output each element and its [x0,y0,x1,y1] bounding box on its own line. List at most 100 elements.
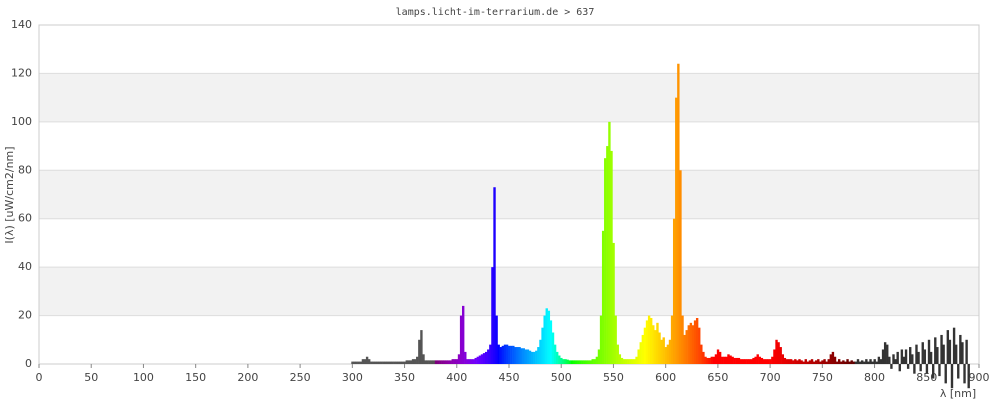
spectrum-bar [593,359,596,364]
spectrum-bar [808,360,812,364]
spectrum-bar [752,357,755,364]
spectrum-bar [925,364,929,374]
spectrum-bar [906,364,910,369]
spectrum-bar [954,344,958,364]
spectrum-bar [771,356,774,364]
spectrum-bar [553,344,557,364]
spectrum-bar [428,360,431,364]
x-tick-label: 800 [864,371,885,384]
spectrum-bar [445,360,448,364]
spectrum-bar [397,361,400,364]
spectrum-bar [952,327,956,364]
spectrum-bar [729,355,732,364]
spectrum-bar [904,349,908,364]
spectrum-bar [568,360,571,364]
spectrum-bar [468,359,471,364]
spectrum-bar [539,339,542,364]
spectrum-bar [368,359,371,364]
spectrum-bar [662,337,665,364]
spectrum-bar [950,364,954,389]
spectrum-bar [507,345,511,364]
spectrum-bar [710,356,713,364]
x-tick-label: 600 [655,371,676,384]
spectrum-bar [798,359,801,364]
spectrum-bar [413,359,417,364]
spectrum-bar [706,357,709,364]
spectrum-bar [635,356,638,364]
spectrum-bar [464,351,467,364]
spectrum-bar [514,347,517,364]
spectrum-bar [530,351,534,364]
spectrum-bar [810,359,814,364]
spectrum-bar [650,317,653,364]
spectrum-bar [932,364,935,379]
spectrum-bar [424,360,427,364]
spectrum-bar [558,355,561,364]
spectrum-bar [457,354,461,364]
spectrum-bar [823,359,826,364]
spectrum-bar [691,325,695,364]
spectrum-bar [871,361,874,364]
spectrum-bar [447,360,450,364]
spectrum-bar [647,315,651,364]
grid-band [39,170,979,219]
spectrum-bar [929,351,933,364]
x-axis-label: λ [nm] [940,387,976,400]
spectrum-bar [693,320,697,364]
spectrum-bar [578,360,582,364]
spectrum-bar [902,356,906,364]
spectrum-bar [382,361,386,364]
spectrum-bar [819,361,822,364]
spectrum-bar [643,327,647,364]
spectrum-bar [825,361,828,364]
spectrum-bar [399,361,402,364]
spectrum-bar [731,356,734,364]
spectrum-bar [967,364,970,389]
spectrum-bar [503,344,507,364]
spectrum-bar [827,359,830,364]
spectrum-bar [633,359,636,364]
spectrum-bar [551,332,555,364]
spectrum-bar [595,356,599,364]
spectrum-bar [363,359,367,364]
spectrum-bar [476,356,480,364]
spectrum-bar [714,354,718,364]
spectrum-bar [482,353,486,364]
spectrum-bar [846,359,849,364]
spectrum-bar [940,334,943,364]
spectrum-bar [601,230,605,364]
spectrum-bar [796,360,799,364]
spectrum-bar [948,339,952,364]
grid-band [39,267,979,316]
x-tick-label: 150 [185,371,206,384]
spectrum-bar [737,357,741,364]
spectrum-bar [528,350,532,364]
spectrum-bar [800,360,803,364]
spectrum-bar [739,359,743,364]
spectrum-bar [746,359,749,364]
spectrum-bar [764,359,768,364]
spectrum-bar [405,360,408,364]
spectrum-bar [418,339,421,364]
spectrum-bar [965,339,968,364]
spectrum-bar [700,344,703,364]
spectrum-bar [879,359,883,364]
spectrum-bar [835,361,839,364]
spectrum-bar [449,360,452,364]
spectrum-bar [927,339,931,364]
spectrum-bar [898,364,901,372]
spectrum-bar [844,361,847,364]
spectrum-bar [777,342,780,364]
spectrum-bar [733,357,736,364]
spectrum-bar [867,361,870,364]
spectrum-bar [656,322,659,364]
spectrum-bar [462,305,465,364]
spectrum-bar [407,360,411,364]
spectrum-bar [566,359,569,364]
spectrum-bar [869,359,872,364]
x-tick-label: 300 [342,371,363,384]
spectrum-bar [829,354,833,364]
spectrum-bar [587,360,590,364]
spectrum-bar [792,360,795,364]
spectrum-bar [606,146,609,364]
